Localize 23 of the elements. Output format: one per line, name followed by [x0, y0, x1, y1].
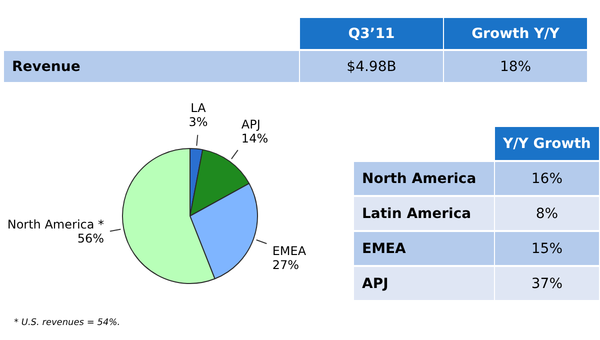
slice-label: North America *	[7, 218, 104, 232]
category-label: Latin America	[362, 206, 472, 222]
category-label: Revenue	[12, 58, 80, 74]
data-label: 27%	[272, 258, 299, 272]
data-label: 3%	[188, 115, 208, 130]
slice-label: LA	[190, 101, 207, 116]
text: 15%	[531, 240, 562, 256]
slice-label: APJ	[241, 117, 260, 132]
category-label: Y/Y Growth	[495, 127, 599, 160]
text: * U.S. revenues = 54%.	[14, 318, 122, 328]
data-label: 56%	[77, 232, 104, 246]
category-label: EMEA	[362, 240, 406, 256]
category-label: APJ	[362, 276, 388, 292]
text: 37%	[531, 276, 562, 292]
text: $4.98B	[346, 58, 396, 74]
category-label: Growth Y/Y	[444, 18, 587, 49]
category-label: Q3’11	[300, 18, 443, 49]
text: 18%	[500, 58, 532, 74]
text: 8%	[536, 206, 558, 222]
text: 16%	[531, 170, 562, 186]
slice-label: EMEA	[272, 244, 307, 258]
category-label: North America	[362, 170, 476, 186]
data-label: 14%	[241, 131, 268, 146]
